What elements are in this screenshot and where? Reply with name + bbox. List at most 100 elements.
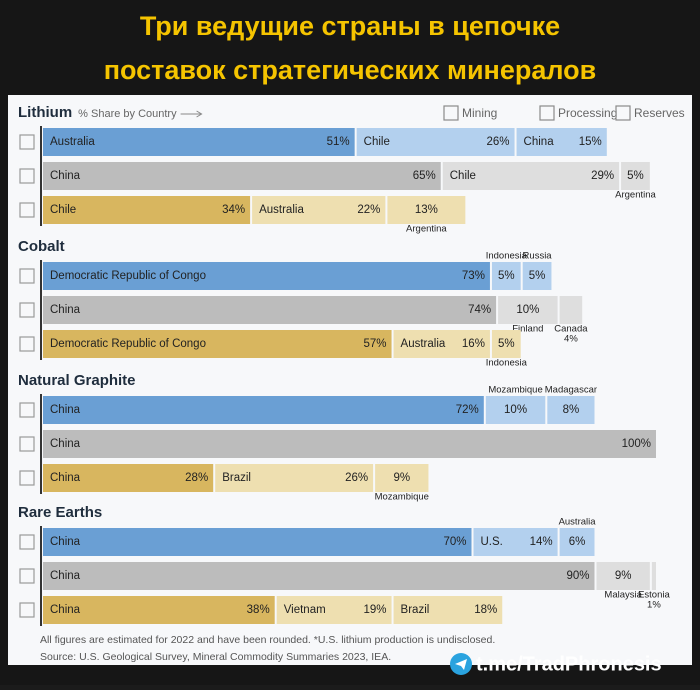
stage-icon	[19, 336, 35, 352]
value-label: 5%	[498, 338, 515, 350]
bar-segment	[43, 464, 214, 492]
arrow-head	[196, 110, 203, 118]
category-label: Australia	[259, 204, 304, 216]
value-label: 14%	[530, 536, 553, 548]
category-label: Democratic Republic of Congo	[50, 338, 206, 350]
legend-icon	[443, 105, 459, 121]
bar-segment	[387, 196, 466, 224]
bar-segment	[559, 528, 595, 556]
legend-label: Processing	[558, 106, 617, 120]
bar-segment	[522, 262, 552, 290]
bar-segment	[43, 396, 484, 424]
value-label: 22%	[357, 204, 380, 216]
bar-segment	[43, 162, 441, 190]
stage-icon	[19, 302, 35, 318]
telegram-plane	[455, 659, 467, 670]
value-label: 51%	[327, 136, 350, 148]
bar-segment	[393, 596, 503, 624]
category-label: Australia	[559, 517, 597, 528]
bar-segment	[491, 330, 521, 358]
stage-icon	[19, 168, 35, 184]
watermark: t.me/TradPhronesis	[476, 653, 662, 675]
value-label: 1%	[647, 600, 661, 611]
stage-icon	[19, 134, 35, 150]
category-label: Argentina	[406, 224, 447, 235]
stage-icon	[19, 602, 35, 618]
legend-icon	[615, 105, 631, 121]
bar-segment	[43, 262, 490, 290]
category-label: Russia	[523, 251, 553, 262]
category-label: China	[50, 404, 81, 416]
bar-segment	[43, 330, 392, 358]
value-label: 9%	[393, 472, 410, 484]
category-label: Canada	[554, 324, 588, 335]
bar-segment	[621, 162, 650, 190]
value-label: 8%	[563, 404, 580, 416]
category-label: Democratic Republic of Congo	[50, 270, 206, 282]
value-label: 4%	[564, 334, 578, 345]
category-label: U.S.	[481, 536, 503, 548]
stage-icon	[19, 202, 35, 218]
bar-segment	[516, 128, 607, 156]
bar-segment	[43, 528, 472, 556]
stage-icon	[19, 534, 35, 550]
value-label: 73%	[462, 270, 485, 282]
value-label: 5%	[627, 170, 644, 182]
value-label: 26%	[487, 136, 510, 148]
value-label: 26%	[345, 472, 368, 484]
value-label: 9%	[615, 570, 632, 582]
bar-segment	[375, 464, 429, 492]
value-label: 65%	[413, 170, 436, 182]
value-label: 90%	[566, 570, 589, 582]
value-label: 5%	[498, 270, 515, 282]
category-label: Malaysia	[604, 590, 642, 601]
category-label: China	[50, 536, 81, 548]
bar-segment	[43, 296, 497, 324]
value-label: 16%	[462, 338, 485, 350]
chart-title: Три ведущие страны в цепочке поставок стр…	[104, 11, 597, 85]
category-label: China	[50, 304, 81, 316]
bar-segment	[485, 396, 546, 424]
bar-segment	[491, 262, 521, 290]
note: All figures are estimated for 2022 and h…	[40, 634, 495, 646]
category-label: Estonia	[638, 590, 670, 601]
bar-segment	[356, 128, 515, 156]
category-label: China	[50, 472, 81, 484]
category-label: Australia	[401, 338, 446, 350]
bar-segment	[473, 528, 558, 556]
category-label: China	[524, 136, 555, 148]
category-label: Indonesia	[486, 251, 528, 262]
bar-segment	[559, 296, 583, 324]
bar-segment	[215, 464, 374, 492]
value-label: 72%	[456, 404, 479, 416]
value-label: 10%	[504, 404, 527, 416]
value-label: 70%	[443, 536, 466, 548]
bar-segment	[442, 162, 620, 190]
value-label: 100%	[622, 438, 651, 450]
group-title: Cobalt	[18, 238, 65, 255]
category-label: Argentina	[615, 190, 656, 201]
category-label: Australia	[50, 136, 95, 148]
category-label: China	[50, 170, 81, 182]
value-label: 15%	[579, 136, 602, 148]
bar-segment	[547, 396, 595, 424]
bar-segment	[498, 296, 558, 324]
stage-icon	[19, 268, 35, 284]
group-title: Lithium	[18, 104, 72, 121]
category-label: Chile	[50, 204, 76, 216]
bar-segment	[393, 330, 490, 358]
legend-icon	[539, 105, 555, 121]
value-label: 13%	[415, 204, 438, 216]
category-label: Vietnam	[284, 604, 326, 616]
category-label: Chile	[364, 136, 390, 148]
stage-icon	[19, 402, 35, 418]
category-label: Mozambique	[375, 492, 429, 503]
bar-segment	[43, 596, 275, 624]
category-label: China	[50, 438, 81, 450]
stage-icon	[19, 436, 35, 452]
value-label: 5%	[529, 270, 546, 282]
bar-segment	[43, 128, 355, 156]
value-label: 57%	[364, 338, 387, 350]
